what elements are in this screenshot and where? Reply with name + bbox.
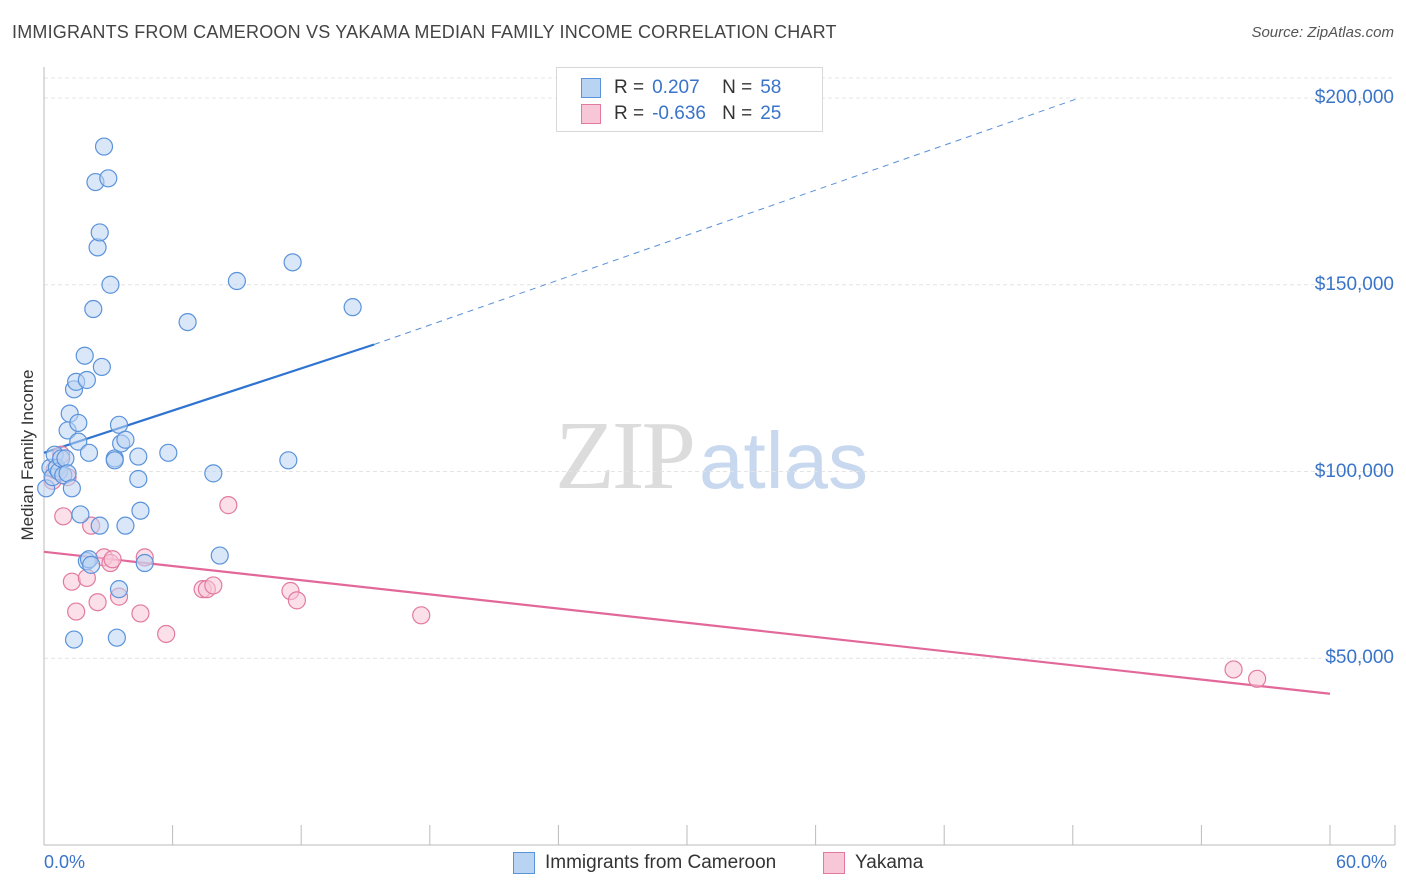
axes [43, 67, 1396, 846]
source-label: Source: ZipAtlas.com [1251, 24, 1394, 41]
point-cameroon [116, 430, 135, 449]
legend-swatch-yakama [581, 104, 601, 124]
point-cameroon [88, 238, 107, 257]
point-cameroon [178, 313, 197, 332]
point-cameroon [159, 443, 178, 462]
point-yakama [287, 591, 307, 610]
point-cameroon [82, 555, 101, 574]
point-yakama [67, 602, 86, 621]
legend-swatch-yakama [823, 852, 845, 874]
y-tick-label: $200,000 [1314, 87, 1394, 108]
point-yakama [88, 593, 107, 612]
point-cameroon [129, 447, 148, 466]
n-value: 25 [760, 103, 782, 124]
point-cameroon [283, 253, 302, 272]
trend-line-yakama [43, 550, 1331, 695]
point-cameroon [99, 169, 118, 188]
trend-lines [43, 97, 1331, 695]
point-cameroon [94, 137, 114, 156]
n-label: N = [722, 77, 753, 98]
point-cameroon [69, 432, 88, 451]
point-cameroon [109, 415, 129, 434]
point-yakama [157, 624, 176, 644]
r-value: -0.636 [652, 103, 706, 124]
point-cameroon [90, 516, 109, 535]
legend-label-yakama: Yakama [855, 852, 924, 873]
legend-row-yakama: R = -0.636 N = 25 [581, 102, 781, 126]
point-yakama [54, 507, 73, 526]
point-cameroon [90, 223, 109, 242]
point-cameroon [56, 449, 75, 468]
y-tick-label: $100,000 [1314, 460, 1394, 482]
legend-row-cameroon: R = 0.207 N = 58 [581, 76, 781, 100]
point-cameroon [58, 464, 77, 483]
r-label: R = [614, 103, 645, 124]
point-cameroon [105, 451, 124, 470]
r-value: 0.207 [652, 77, 700, 98]
point-yakama [204, 576, 223, 595]
y-axis-label: Median Family Income [18, 369, 37, 541]
point-cameroon [107, 628, 126, 647]
legend-swatch-cameroon [581, 78, 601, 98]
point-cameroon [210, 546, 229, 565]
point-yakama [412, 606, 431, 625]
n-label: N = [722, 103, 753, 124]
point-yakama [219, 496, 238, 515]
point-cameroon [62, 479, 81, 498]
point-cameroon [343, 298, 362, 317]
legend-item-cameroon[interactable]: Immigrants from Cameroon [513, 852, 776, 874]
point-cameroon [101, 275, 120, 294]
point-cameroon [131, 501, 150, 520]
point-cameroon [135, 553, 154, 573]
point-cameroon [77, 370, 96, 390]
point-cameroon [64, 630, 84, 649]
x-tick-label-min: 0.0% [44, 852, 86, 872]
point-cameroon [109, 580, 129, 599]
r-label: R = [614, 77, 645, 98]
point-cameroon [79, 443, 99, 462]
point-cameroon [71, 505, 90, 524]
point-cameroon [69, 413, 88, 433]
point-yakama [131, 604, 150, 623]
point-yakama [103, 550, 122, 569]
legend-label-cameroon: Immigrants from Cameroon [545, 852, 777, 873]
data-points [37, 137, 1267, 688]
point-cameroon [92, 357, 111, 377]
gridlines [44, 77, 1395, 659]
legend-swatch-cameroon [513, 852, 535, 874]
chart-title: IMMIGRANTS FROM CAMEROON VS YAKAMA MEDIA… [12, 22, 837, 42]
point-cameroon [279, 451, 298, 470]
point-cameroon [129, 469, 148, 489]
point-cameroon [84, 299, 103, 319]
watermark-zip: ZIP [555, 402, 696, 510]
y-tick-label: $50,000 [1325, 647, 1394, 669]
point-cameroon [227, 271, 246, 291]
y-tick-label: $150,000 [1314, 273, 1394, 295]
x-tick-label-max: 60.0% [1336, 852, 1388, 872]
n-value: 58 [760, 77, 782, 98]
point-cameroon [116, 516, 135, 535]
point-cameroon [75, 346, 94, 365]
point-yakama [1248, 669, 1267, 688]
trend-line-cameroon [43, 343, 375, 454]
watermark-atlas: atlas [699, 416, 868, 505]
watermark: ZIPatlas [555, 400, 868, 512]
point-yakama [1224, 660, 1243, 679]
point-cameroon [204, 464, 223, 483]
point-yakama [62, 572, 81, 591]
trend-line-cameroon-extension [373, 97, 1080, 345]
correlation-legend: R = 0.207 N = 58 R = -0.636 N = 25 [556, 67, 823, 132]
series-legend: Immigrants from Cameroon Yakama [0, 852, 1406, 878]
legend-item-yakama[interactable]: Yakama [823, 852, 923, 874]
